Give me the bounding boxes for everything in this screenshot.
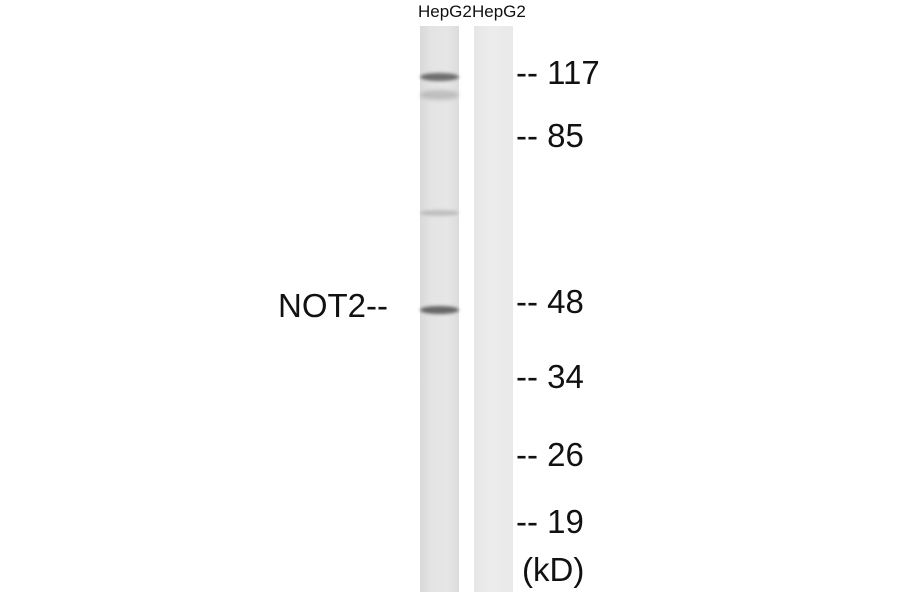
marker-85: -- 85 [516,117,584,154]
blot-lane-1 [420,26,459,592]
blot-lane-2 [474,26,513,592]
band-faint [420,90,459,100]
lane-2-label: HepG2 [472,2,526,21]
band-117kd [420,73,459,81]
band-not2 [420,306,459,314]
band-faint [420,210,459,216]
marker-19: -- 19 [516,503,584,540]
marker-117: -- 117 [516,54,600,91]
unit-label: (kD) [522,551,585,588]
target-label: NOT2-- [278,287,388,324]
marker-34: -- 34 [516,358,584,395]
marker-48: -- 48 [516,283,584,320]
marker-26: -- 26 [516,436,584,473]
lane-1-label: HepG2 [418,2,472,21]
